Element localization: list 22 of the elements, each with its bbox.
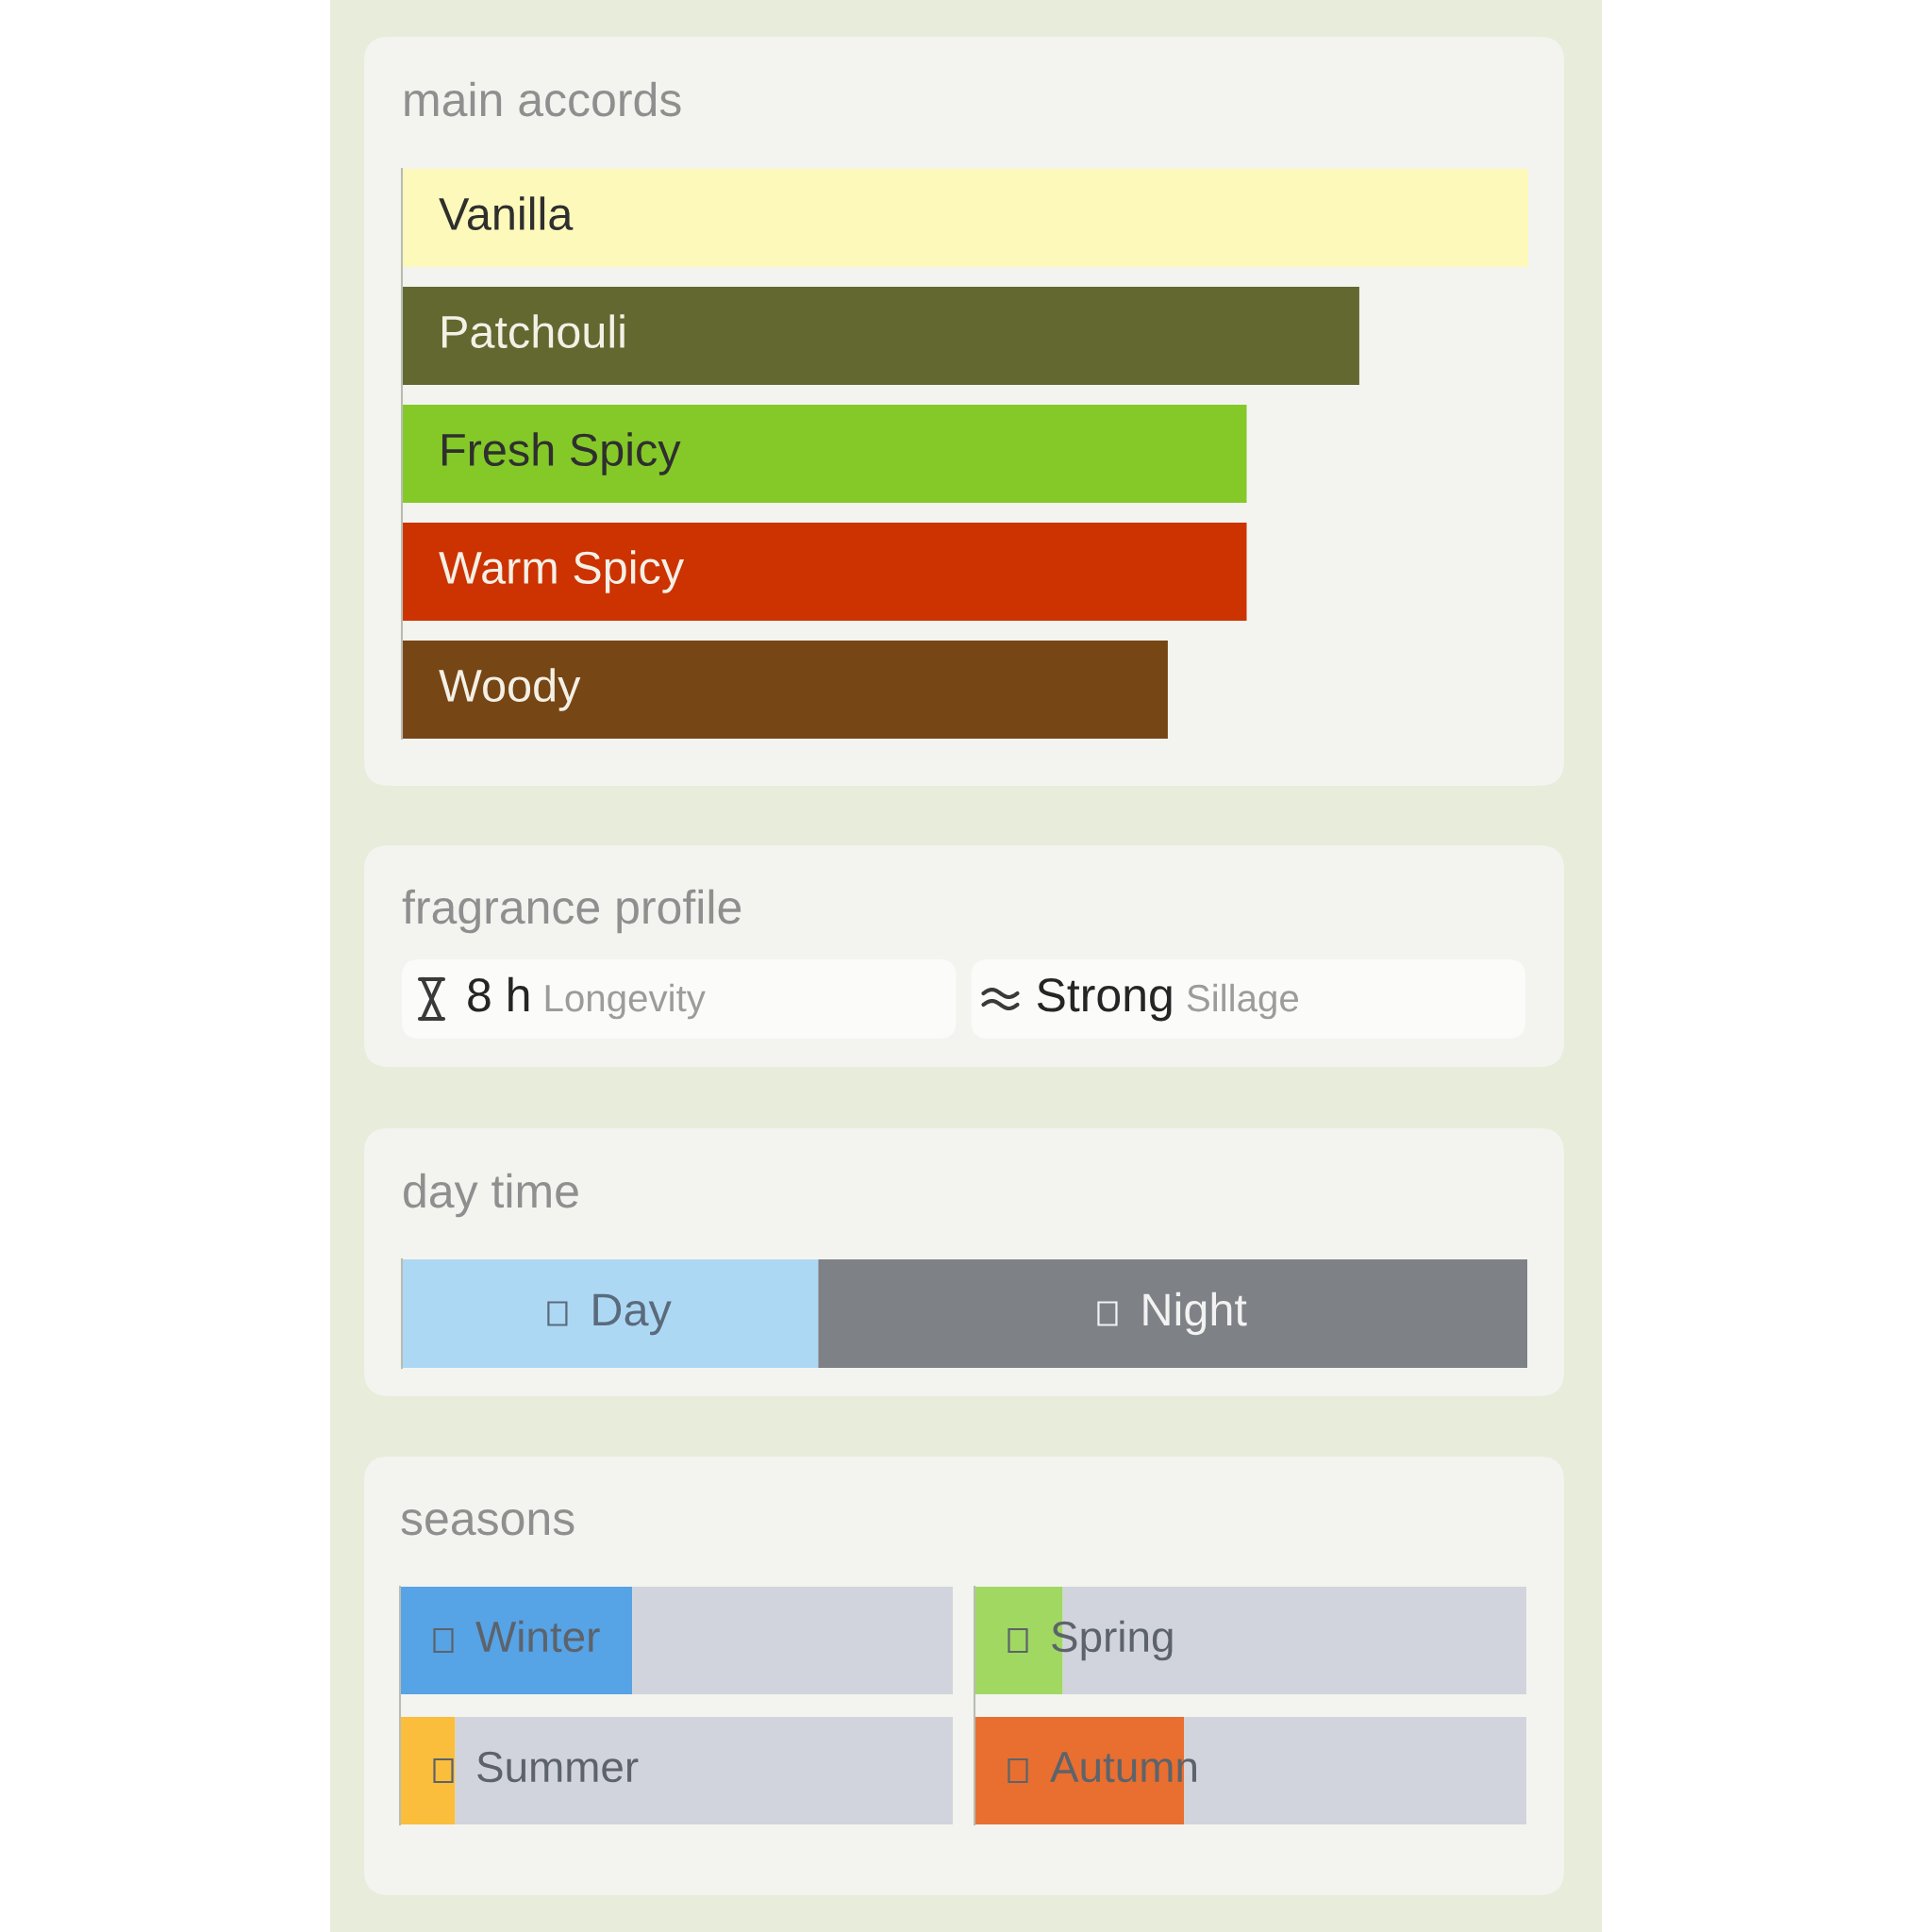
y-tick-label: Vanilla: [439, 196, 574, 231]
bar: [402, 287, 1359, 385]
y-tick-label: Patchouli: [441, 314, 625, 349]
y-tick-label: Winter: [475, 1620, 600, 1653]
bar: [402, 523, 1247, 621]
y-tick-label: Fresh Spicy: [441, 432, 681, 475]
text: 8 h: [468, 976, 529, 1012]
text: Strong: [1037, 978, 1172, 1022]
chart-title: day time: [404, 1173, 578, 1218]
text: Sillage: [1187, 983, 1298, 1020]
y-tick-label: Warm Spicy: [439, 550, 685, 593]
text: fragrance profile: [402, 889, 741, 934]
y-tick-label: Woody: [439, 668, 581, 711]
series-label: Night: [1143, 1291, 1247, 1336]
bar: [402, 405, 1247, 503]
series-label: Day: [593, 1293, 672, 1336]
y-tick-label: Summer: [477, 1751, 639, 1783]
bar: [402, 169, 1528, 267]
text: Longevity: [545, 983, 706, 1020]
chart-title: main accords: [405, 81, 681, 117]
bar: [402, 641, 1168, 739]
chart-title: seasons: [401, 1509, 575, 1536]
